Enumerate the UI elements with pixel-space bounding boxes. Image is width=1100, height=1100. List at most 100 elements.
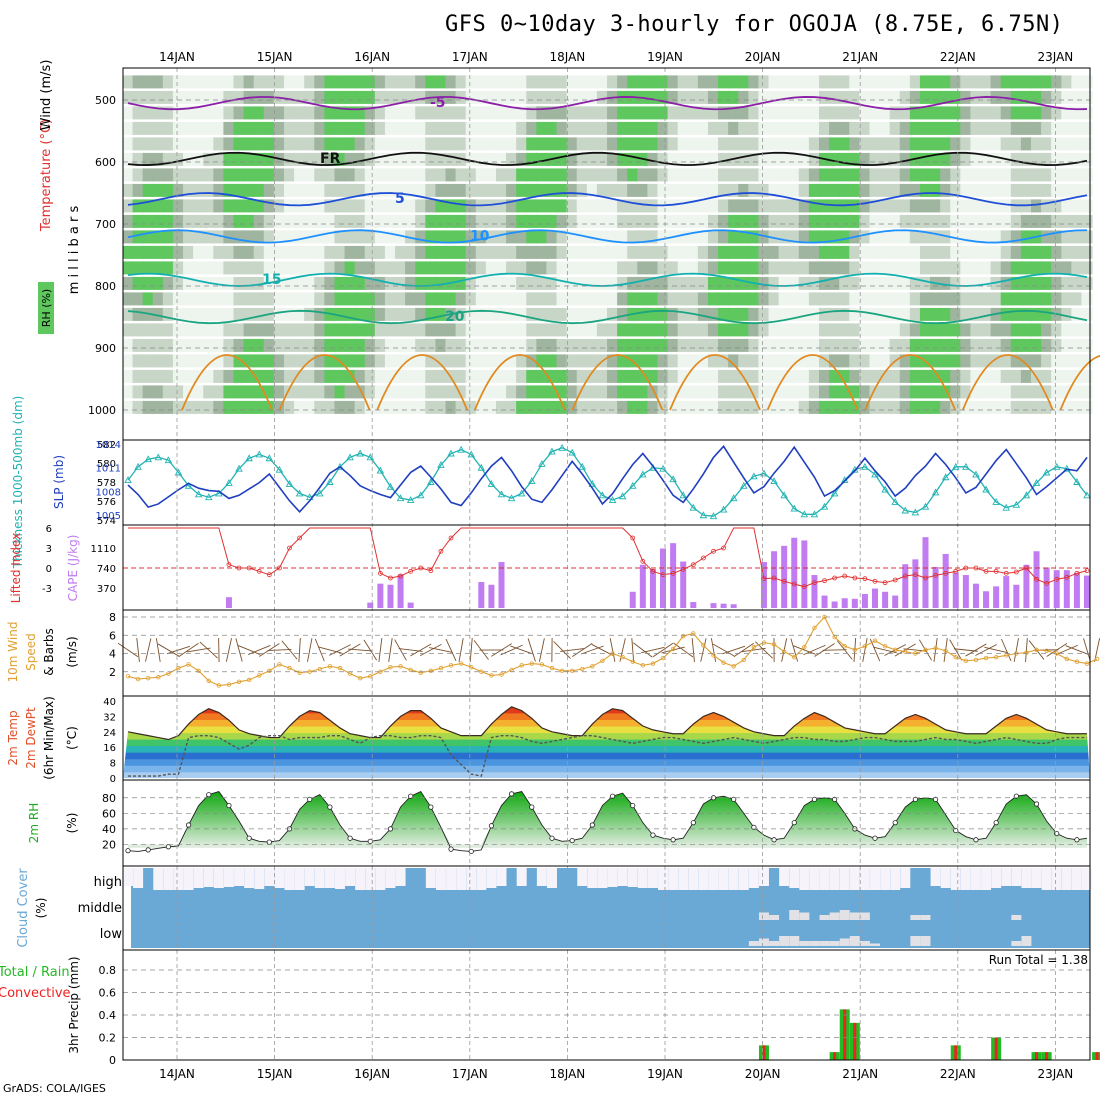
rh-cell [647,400,659,414]
rh-cell [253,152,265,166]
rh-cell [384,245,396,259]
rh-cell [748,245,760,259]
rh-cell [152,137,164,151]
rh-cell [960,292,972,306]
wind-speed-point [650,661,656,666]
rh-cell [435,121,447,135]
rh-cell [445,137,457,151]
rh-cell [152,400,164,414]
rh-cell [596,385,608,399]
rh-cell [213,323,225,337]
date-label-bottom: 16JAN [354,1067,390,1081]
rh-cell [183,369,195,383]
wind-barb [975,644,997,656]
rh-cell [778,152,790,166]
cape-bar [629,591,636,608]
thickness-point [154,453,163,461]
rh-cell [364,276,376,290]
rh-cell [778,385,790,399]
rh-cell [314,323,326,337]
rh-cell [263,137,275,151]
cloud-cell-high [789,868,800,888]
rh-cell [273,400,285,414]
rh-cell [475,168,487,182]
rh-cell [1000,307,1012,321]
cloud-cell-high [456,868,467,890]
grid-layer [123,68,1090,1060]
rh-cell [566,400,578,414]
rh-cell [213,199,225,213]
rh-cell [213,106,225,120]
cape-bar [1013,584,1020,608]
rh-cell [314,230,326,244]
rh-cell [223,199,235,213]
rh-cell [324,214,336,228]
rh-cell [344,168,356,182]
rh-cell [122,245,134,259]
rh-cell [1030,214,1043,228]
rh-cell [213,338,225,352]
rh-cell [253,292,265,306]
rh-cell [596,106,608,120]
rh-cell [162,214,174,228]
wind-barb [469,638,473,662]
lifted-index-point [771,575,777,581]
rh-cell [364,292,376,306]
thickness-point [275,465,284,473]
rh-cell [1030,292,1043,306]
rh-cell [728,90,740,104]
rh-cell [263,168,275,182]
rh-cell [1020,137,1032,151]
cape-bar [660,548,667,608]
rh-cell [1051,137,1063,151]
rh-cell [940,400,952,414]
rh-cell [738,121,750,135]
rh-cell [203,214,215,228]
rh-cell [899,338,911,352]
rh-cell [707,90,720,104]
rh-cell [788,323,800,337]
rh-cell [697,137,709,151]
rh-cell [233,230,245,244]
rh-cell [819,121,831,135]
rh-cell [334,214,346,228]
rh-cell [203,199,215,213]
rh-cell [1071,121,1083,135]
rh-cell [283,385,296,399]
lifted-index-point [842,573,848,579]
thickness-point [1073,478,1081,485]
rh-cell [283,230,296,244]
rh-cell [970,199,982,213]
rh-cell [415,230,427,244]
wind-barb [348,648,373,652]
rh-cell [617,354,629,368]
rh-cell [879,385,891,399]
rh-cell [1000,75,1012,89]
rh-cell [516,307,528,321]
rh-cell [889,199,901,213]
cloud-cell-low [748,941,759,946]
rh-cell [586,152,598,166]
rh-cell [526,214,538,228]
rh-cell [637,121,649,135]
rh-cell [536,214,548,228]
rh-cell [495,276,508,290]
rh-cell [122,261,134,275]
rh-cell [364,354,376,368]
rh-cell [495,261,508,275]
rh-point [670,837,676,843]
rh-cell [1071,400,1083,414]
rh-cell [677,214,689,228]
rh-cell [647,369,659,383]
rh-cell [132,261,144,275]
rh-point [832,796,838,802]
rh-cell [334,152,346,166]
rh-cell [172,338,185,352]
rh-cell [899,323,911,337]
rh-cell [899,137,911,151]
rh-cell [122,168,134,182]
rh-cell [1051,276,1063,290]
rh-cell [990,199,1002,213]
lifted-index-point [287,545,292,551]
rh-cell [879,261,891,275]
